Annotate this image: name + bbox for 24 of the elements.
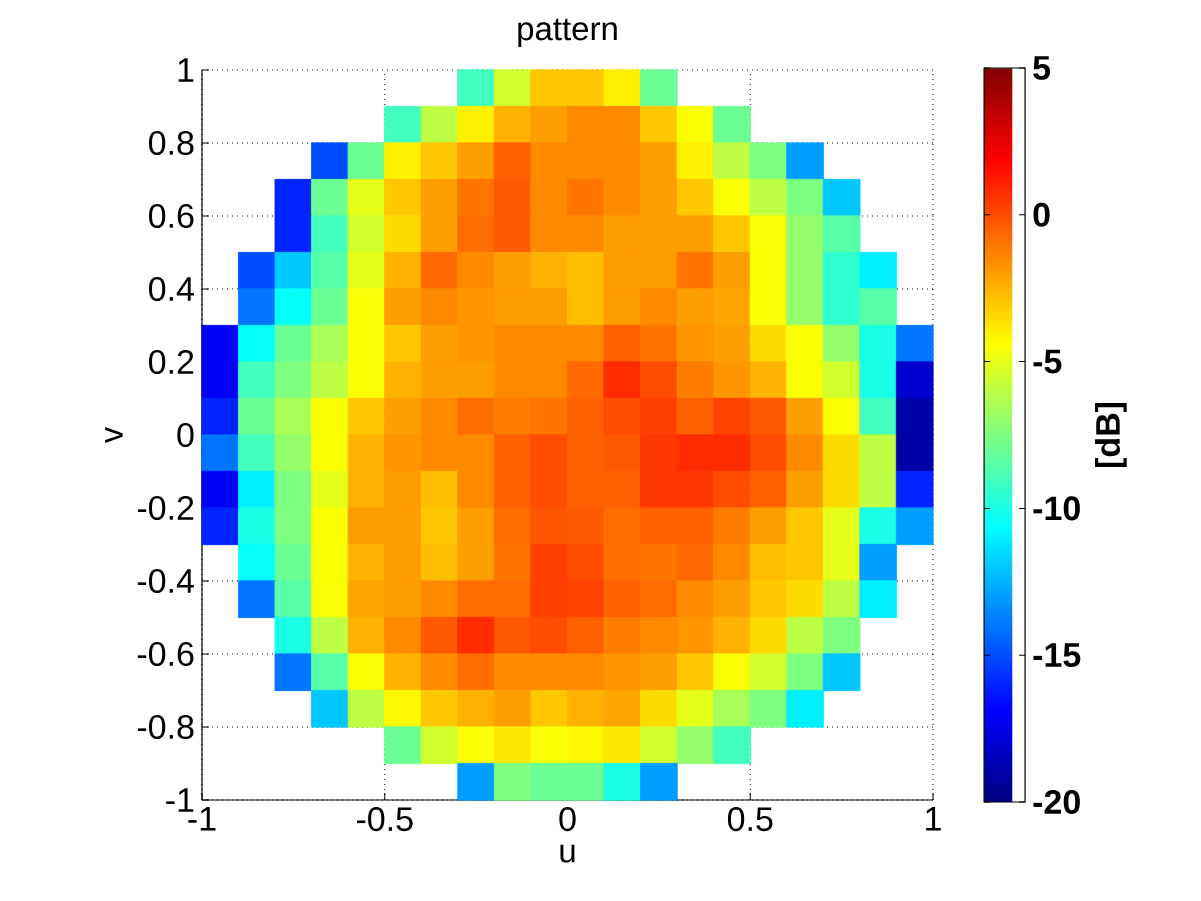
y-tick-label: 0.2 [148, 349, 194, 375]
y-tick-label: -0.2 [137, 495, 194, 521]
color-bar-label: -10 [1033, 496, 1080, 521]
y-tick-label: -0.4 [137, 568, 194, 594]
x-tick-label: 1 [926, 807, 941, 831]
chart-title: pattern [518, 18, 617, 47]
color-bar-label: 5 [1033, 56, 1051, 80]
y-tick-label: -0.6 [137, 641, 194, 667]
y-axis-title: v [105, 426, 123, 444]
x-tick-label: 0.5 [727, 807, 773, 832]
y-tick-label: 1 [178, 58, 194, 82]
x-axis-title: u [560, 844, 575, 863]
color-bar-label: 0 [1033, 202, 1050, 227]
y-tick-label: -0.8 [137, 714, 194, 740]
color-bar-label: -5 [1033, 349, 1062, 374]
y-tick-label: 0.4 [148, 276, 194, 302]
y-tick-label: 0.6 [148, 203, 194, 229]
color-bar-title: [dB] [1095, 402, 1127, 468]
color-bar-label: -20 [1033, 789, 1080, 815]
y-tick-label: 0.8 [148, 130, 194, 156]
y-tick-label: 0 [177, 422, 194, 448]
x-tick-label: -0.5 [356, 807, 413, 832]
x-tick-label: 0 [559, 807, 576, 832]
color-bar-label: -15 [1033, 643, 1081, 668]
